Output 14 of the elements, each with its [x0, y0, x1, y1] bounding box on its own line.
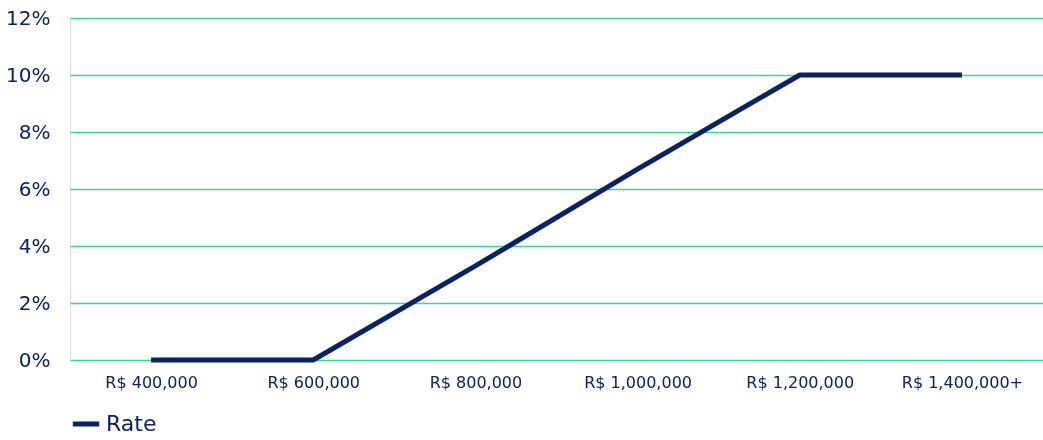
y-tick-label: 0% — [18, 347, 51, 372]
y-tick-label: 8% — [18, 119, 51, 144]
y-tick-label: 10% — [6, 62, 51, 87]
y-tick-label: 4% — [18, 233, 51, 258]
y-tick-label: 12% — [6, 5, 51, 30]
x-tick-label: R$ 600,000 — [267, 372, 361, 392]
x-tick-label: R$ 1,200,000 — [746, 372, 855, 392]
y-tick-label: 6% — [18, 176, 51, 201]
x-tick-label: R$ 1,000,000 — [584, 372, 692, 392]
legend-label: Rate — [106, 411, 157, 436]
x-tick-label: R$ 1,400,000+ — [901, 372, 1024, 392]
x-tick-label: R$ 400,000 — [105, 372, 198, 392]
x-tick-label: R$ 800,000 — [429, 372, 523, 392]
y-tick-label: 2% — [18, 290, 51, 315]
